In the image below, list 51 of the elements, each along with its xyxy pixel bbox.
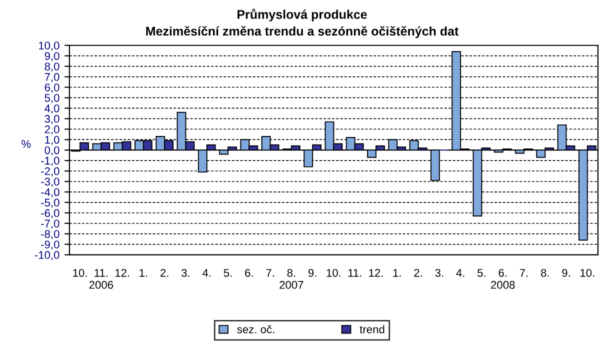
x-tick-label: 7. (266, 269, 274, 277)
y-tick-label: -5,0 (41, 198, 60, 208)
y-tick-label: -10,0 (34, 251, 60, 260)
y-tick-label: 7,0 (44, 73, 60, 82)
y-tick-label: -1,0 (41, 156, 60, 166)
x-tick-label: 5. (224, 269, 232, 277)
x-tick-label: 4. (456, 269, 464, 277)
y-tick-label: -3,0 (41, 178, 60, 187)
legend-label: trend (360, 325, 384, 334)
x-tick-label: 7. (520, 269, 528, 277)
x-tick-label: 2. (414, 268, 422, 277)
x-tick-label: 5. (478, 269, 486, 277)
y-tick-label: 6,0 (44, 84, 60, 93)
y-tick-label: -8,0 (41, 230, 60, 240)
y-tick-label: 5,0 (44, 94, 60, 104)
x-tick-label: 11. (348, 269, 362, 277)
x-tick-label: 10. (326, 268, 340, 277)
x-tick-label: 4. (202, 269, 210, 277)
x-tick-label: 9. (562, 268, 570, 277)
x-tick-label: 9. (308, 268, 316, 277)
x-tick-label: 10. (580, 268, 594, 277)
x-tick-label: 11. 2006 (89, 269, 114, 289)
y-tick-label: 10,0 (38, 42, 60, 51)
y-tick-label: 2,0 (44, 125, 60, 135)
y-tick-label: -4,0 (41, 188, 60, 198)
x-tick-label: 3. (435, 268, 444, 277)
x-tick-label: 6. (245, 268, 253, 277)
y-tick-label: 1,0 (45, 136, 60, 146)
y-tick-label: 9,0 (44, 52, 60, 62)
y-tick-label: 4,0 (44, 104, 60, 114)
y-tick-label: -6,0 (41, 209, 60, 218)
x-tick-label: 1. (140, 269, 148, 277)
x-tick-label: 8. (540, 268, 549, 277)
legend-label: sez. oč. (237, 325, 274, 334)
y-axis-title: % (22, 140, 31, 148)
chart-subtitle: Meziměsíční změna trendu a sezónně očištěných dat (146, 26, 458, 38)
y-tick-label: -7,0 (41, 220, 60, 229)
y-tick-label: 3,0 (44, 114, 60, 124)
x-tick-label: 8. 2007 (280, 268, 304, 289)
x-tick-label: 6. 2008 (491, 268, 515, 289)
x-tick-label: 12. (115, 268, 130, 277)
chart-title: Průmyslová produkce (238, 8, 367, 22)
x-tick-label: 3. (182, 268, 190, 277)
x-tick-label: 10. (73, 268, 87, 277)
x-tick-label: 12. (369, 268, 383, 277)
x-tick-label: 2. (160, 268, 168, 277)
y-tick-label: -9,0 (41, 240, 60, 250)
y-tick-label: -2,0 (41, 167, 60, 176)
x-tick-label: 1. (393, 269, 401, 277)
y-tick-label: 8,0 (44, 62, 60, 72)
y-tick-label: 0,0 (44, 146, 60, 156)
